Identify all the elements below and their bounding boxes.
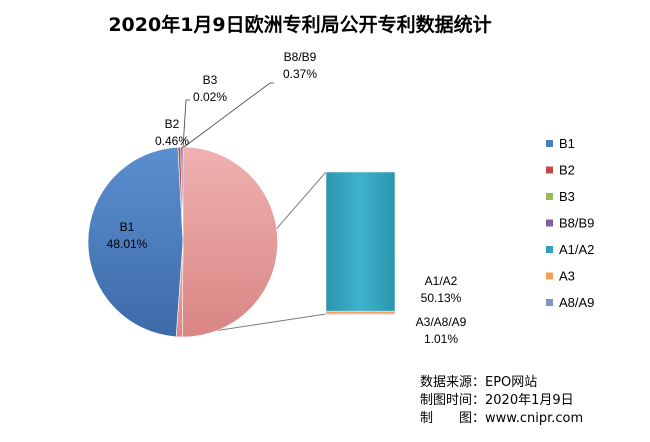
date-line: 制图时间：2020年1月9日 <box>420 393 574 408</box>
legend-swatch-a8-a9 <box>546 299 553 306</box>
data-label-name-b3: B3 <box>203 73 218 87</box>
data-label-name-a3-a8-a9: A3/A8/A9 <box>416 315 467 329</box>
legend-label-a3: A3 <box>559 269 575 284</box>
data-label-name-b2: B2 <box>165 117 180 131</box>
chart-title: 2020年1月9日欧洲专利局公开专利数据统计 <box>108 14 492 36</box>
author-line: 制 图：www.cnipr.com <box>420 411 584 426</box>
data-label-name-b8-b9: B8/B9 <box>284 50 317 64</box>
leader-line <box>182 99 190 149</box>
legend-swatch-b1 <box>546 140 553 147</box>
legend-label-b1: B1 <box>559 136 575 151</box>
bar-segment-a8-a9 <box>325 313 396 315</box>
bar-segment-a3 <box>325 310 396 315</box>
pie-slice-a3-a8-a9 <box>175 241 184 338</box>
data-labels: B1 48.01% B2 0.46% B3 0.02% B8/B9 0.37% A1/A2 50.… <box>107 50 467 346</box>
bar-segment-a1-a2 <box>325 171 396 312</box>
data-label-value-a1-a2: 50.13% <box>421 291 462 305</box>
data-label-name-a1-a2: A1/A2 <box>425 274 458 288</box>
legend-swatch-b3 <box>546 193 553 200</box>
leader-line <box>183 82 274 148</box>
legend-swatch-a1-a2 <box>546 246 553 253</box>
data-label-value-b8-b9: 0.37% <box>283 67 317 81</box>
pie-slice-a1-a2 <box>181 146 278 338</box>
source-note: 数据来源：EPO网站 制图时间：2020年1月9日 制 图：www.cnipr.… <box>420 374 583 428</box>
data-label-name-b1: B1 <box>120 220 135 234</box>
legend-swatch-b8-b9 <box>546 219 553 227</box>
legend-label-b3: B3 <box>559 189 575 204</box>
pie-slice-b1 <box>87 146 184 338</box>
pie-group <box>87 146 278 338</box>
stacked-bar-group <box>325 171 396 315</box>
legend-label-b8-b9: B8/B9 <box>559 216 594 231</box>
legend-swatch-a3 <box>546 272 553 280</box>
legend-label-a8-a9: A8/A9 <box>559 295 594 310</box>
source-line: 数据来源：EPO网站 <box>420 375 538 390</box>
data-label-value-b2: 0.46% <box>155 134 189 148</box>
data-label-value-b1: 48.01% <box>107 237 148 251</box>
legend-swatch-b2 <box>546 166 553 174</box>
legend: B1 B2 B3 B8/B9 A1/A2 A3 A8/A9 <box>546 136 594 310</box>
legend-label-b2: B2 <box>559 163 575 178</box>
data-label-value-a3-a8-a9: 1.01% <box>424 332 458 346</box>
leader-lines <box>182 82 274 149</box>
legend-label-a1-a2: A1/A2 <box>559 242 594 257</box>
data-label-value-b3: 0.02% <box>193 90 227 104</box>
